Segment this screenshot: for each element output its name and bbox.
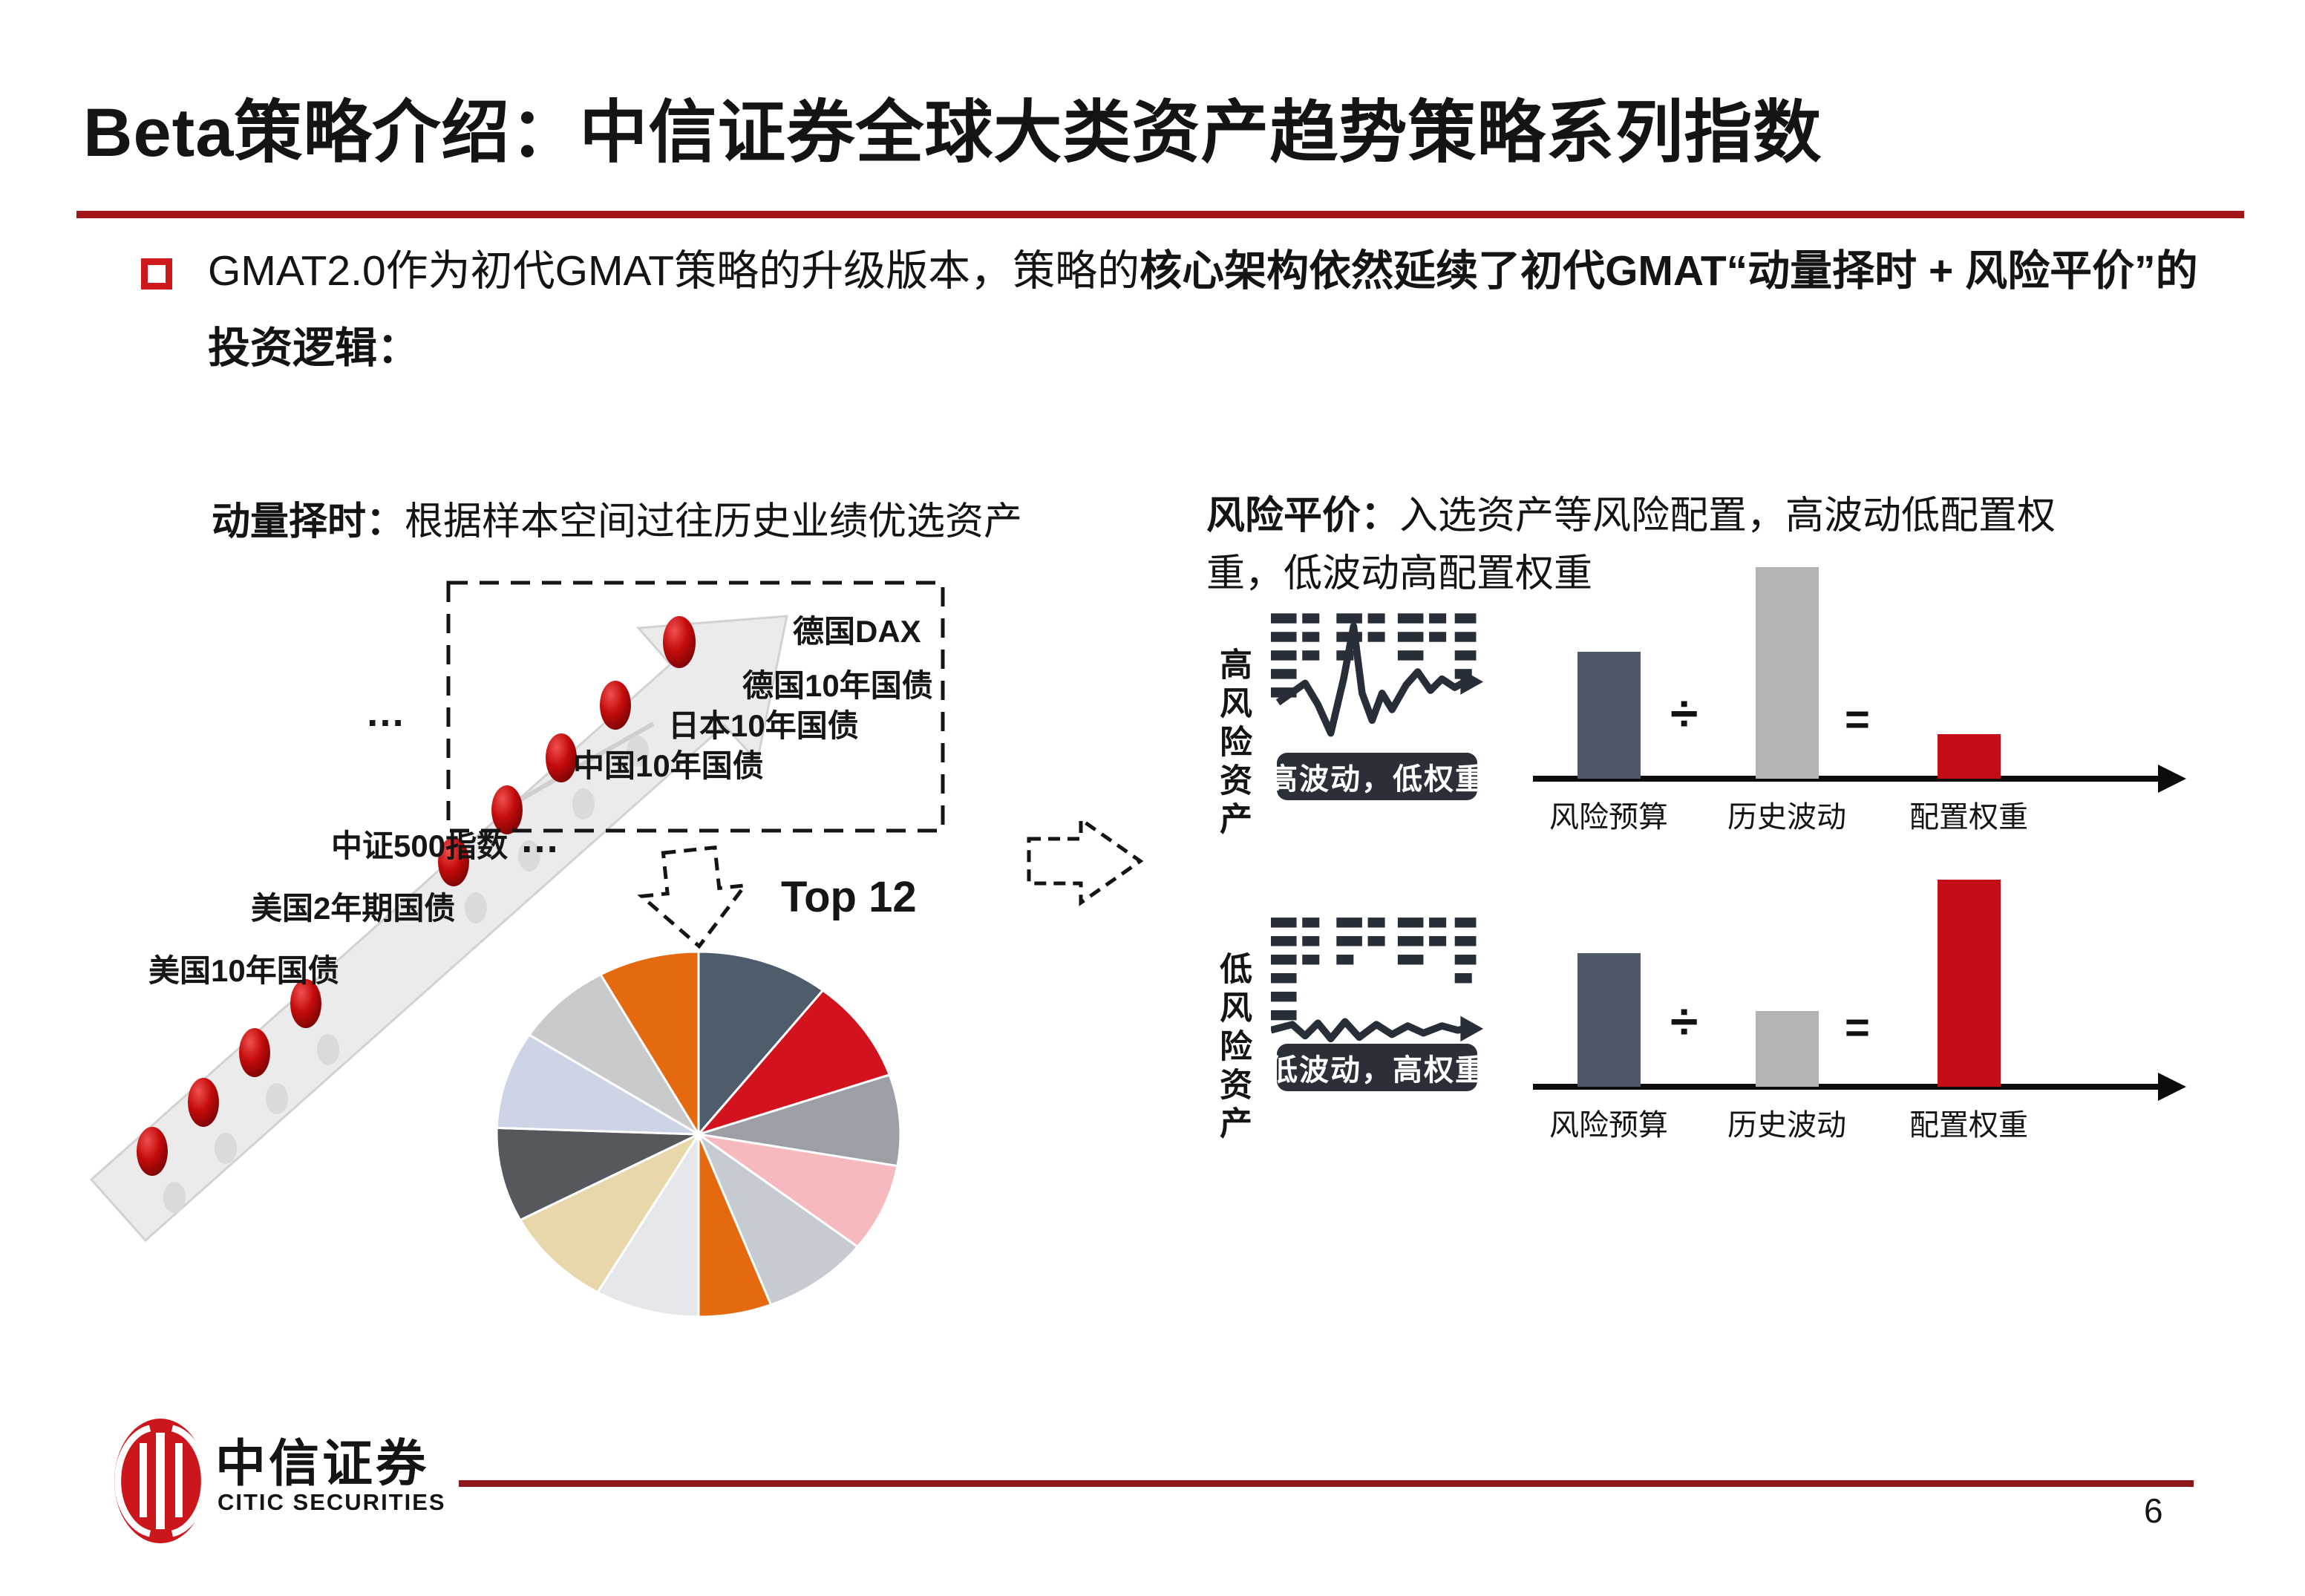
x-axis-arrow-icon	[2158, 1073, 2186, 1101]
asset-label: 德国10年国债	[742, 668, 933, 703]
paragraph-bold: 核心架构依然延续了初代GMAT“动量择时 + 风险平价”的	[1140, 247, 2198, 295]
divide-symbol: ÷	[1670, 685, 1698, 742]
high-volatility-badge: 高波动，低权重	[1268, 753, 1485, 800]
low-risk-side-label: 低风险资产	[1214, 952, 1251, 1145]
trend-arrow	[89, 615, 788, 1243]
pie-slice	[698, 1073, 902, 1168]
high-risk-bar-chart: ÷ = 风险预算 历史波动 配置权重	[1533, 520, 2201, 834]
bullet-paragraph-line2: 投资逻辑：	[208, 324, 419, 372]
bar-category-label: 历史波动	[1727, 801, 1846, 834]
momentum-heading-rest: 根据样本空间过往历史业绩优选资产	[405, 500, 1023, 543]
pie-slice	[698, 1133, 899, 1249]
asset-label: 美国2年期国债	[251, 891, 455, 926]
momentum-heading-bold: 动量择时：	[212, 500, 405, 543]
momentum-heading: 动量择时：根据样本空间过往历史业绩优选资产	[212, 490, 1022, 546]
x-axis	[1533, 1084, 2160, 1090]
bar-category-label: 风险预算	[1549, 801, 1668, 834]
bullet-paragraph-line1: GMAT2.0作为初代GMAT策略的升级版本，策略的核心架构依然延续了初代GMA…	[208, 245, 2198, 298]
bar	[1756, 567, 1819, 779]
bar-category-label: 配置权重	[1909, 1109, 2028, 1142]
top-12-label: Top 12	[781, 873, 917, 921]
asset-beads	[137, 616, 696, 1176]
bar	[1756, 1011, 1819, 1087]
page-title: Beta策略介绍：中信证券全球大类资产趋势策略系列指数	[83, 95, 1822, 171]
footer-divider	[459, 1480, 2194, 1487]
risk-parity-heading-bold: 风险平价：	[1206, 494, 1400, 537]
logo-cn-text: 中信证券	[215, 1436, 430, 1492]
risk-parity-heading-line2: 重，低波动高配置权重	[1206, 552, 1593, 595]
asset-label: 日本10年国债	[668, 708, 859, 743]
paragraph-regular: GMAT2.0作为初代GMAT策略的升级版本，策略的	[208, 247, 1140, 295]
bar	[1938, 734, 2001, 779]
logo-en-text: CITIC SECURITIES	[218, 1489, 446, 1515]
high-risk-side-label: 高风险资产	[1214, 647, 1251, 840]
divide-symbol: ÷	[1670, 993, 1698, 1050]
x-axis	[1533, 776, 2160, 782]
bar	[1938, 880, 2001, 1087]
dashed-down-arrow-icon	[637, 845, 750, 949]
momentum-diagram: 德国DAX 德国10年国债 日本10年国债 中国10年国债 中证500指数 美国…	[89, 580, 945, 1318]
risk-parity-heading-line1: 风险平价：入选资产等风险配置，高波动低配置权	[1206, 487, 2056, 545]
high-volatility-icon	[1271, 613, 1484, 737]
citic-logo-icon	[114, 1419, 208, 1543]
low-volatility-badge: 低波动，高权重	[1268, 1044, 1485, 1091]
asset-label: 美国10年国债	[148, 953, 339, 988]
low-risk-bar-chart: ÷ = 风险预算 历史波动 配置权重	[1533, 828, 2201, 1142]
bar-category-label: 风险预算	[1549, 1109, 1668, 1142]
bullet-square-icon	[141, 258, 172, 290]
risk-parity-heading-rest1: 入选资产等风险配置，高波动低配置权	[1399, 494, 2056, 537]
asset-label: 中证500指数	[331, 828, 508, 863]
bar-category-label: 配置权重	[1909, 801, 2028, 834]
low-volatility-icon	[1271, 918, 1484, 1043]
bar-category-label: 历史波动	[1727, 1109, 1846, 1142]
top12-pie-chart	[495, 950, 902, 1318]
ellipsis: …	[365, 690, 405, 735]
pie-slice	[695, 989, 892, 1137]
equals-symbol: =	[1845, 1004, 1870, 1052]
risk-parity-heading: 风险平价：入选资产等风险配置，高波动低配置权 重，低波动高配置权重	[1206, 487, 2056, 603]
equals-symbol: =	[1845, 696, 1870, 744]
pie-slice	[527, 972, 700, 1136]
asset-label: 德国DAX	[793, 614, 921, 649]
dashed-right-arrow-icon	[1027, 816, 1144, 906]
pie-slice	[697, 950, 825, 1138]
bar	[1577, 953, 1641, 1087]
pie-slice	[598, 950, 700, 1139]
pie-slice	[495, 1033, 699, 1136]
page-number: 6	[2144, 1491, 2163, 1530]
asset-label: 中国10年国债	[573, 748, 764, 783]
pie-slice	[696, 1131, 860, 1306]
x-axis-arrow-icon	[2158, 765, 2186, 793]
bar	[1577, 652, 1641, 779]
ellipsis: …	[520, 817, 560, 861]
pie-slice	[518, 1131, 702, 1294]
pie-slice	[595, 1130, 700, 1318]
arrow-fold-shadow	[515, 722, 655, 804]
bead-shadows	[163, 736, 649, 1213]
title-divider	[76, 211, 2244, 218]
pie-slice	[495, 1126, 699, 1222]
